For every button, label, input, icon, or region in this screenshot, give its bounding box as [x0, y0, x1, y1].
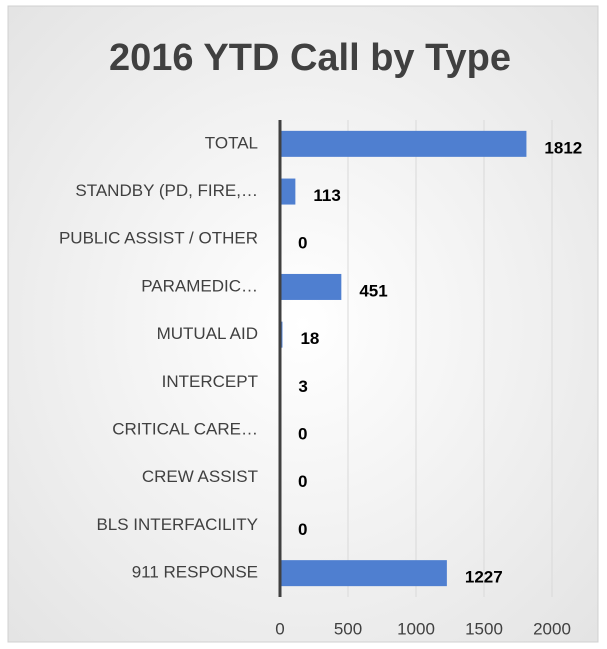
bar: [280, 560, 447, 587]
data-label: 0: [298, 520, 307, 539]
data-label: 3: [298, 377, 307, 396]
category-label: INTERCEPT: [162, 372, 258, 391]
chart-title: 2016 YTD Call by Type: [109, 37, 511, 79]
data-label: 18: [300, 329, 319, 348]
category-label: 911 RESPONSE: [132, 563, 258, 582]
x-tick-label: 500: [334, 619, 362, 638]
category-label: PUBLIC ASSIST / OTHER: [59, 229, 258, 248]
x-tick-label: 2000: [533, 619, 571, 638]
category-label: PARAMEDIC…: [141, 276, 258, 295]
category-label: MUTUAL AID: [157, 324, 258, 343]
category-label: CREW ASSIST: [142, 467, 258, 486]
data-label: 0: [298, 234, 307, 253]
category-label: CRITICAL CARE…: [112, 420, 258, 439]
data-label: 0: [298, 425, 307, 444]
data-label: 1227: [465, 568, 503, 587]
bar: [280, 130, 527, 157]
category-label: STANDBY (PD, FIRE,…: [75, 181, 258, 200]
data-label: 1812: [544, 138, 582, 157]
bar: [280, 273, 342, 300]
data-label: 451: [359, 281, 387, 300]
data-label: 0: [298, 472, 307, 491]
x-tick-label: 0: [275, 619, 284, 638]
data-label: 113: [313, 186, 340, 205]
category-label: BLS INTERFACILITY: [96, 515, 258, 534]
bar: [280, 178, 296, 205]
chart-background: [7, 5, 599, 643]
x-tick-label: 1500: [465, 619, 503, 638]
category-label: TOTAL: [205, 133, 258, 152]
x-tick-label: 1000: [397, 619, 435, 638]
